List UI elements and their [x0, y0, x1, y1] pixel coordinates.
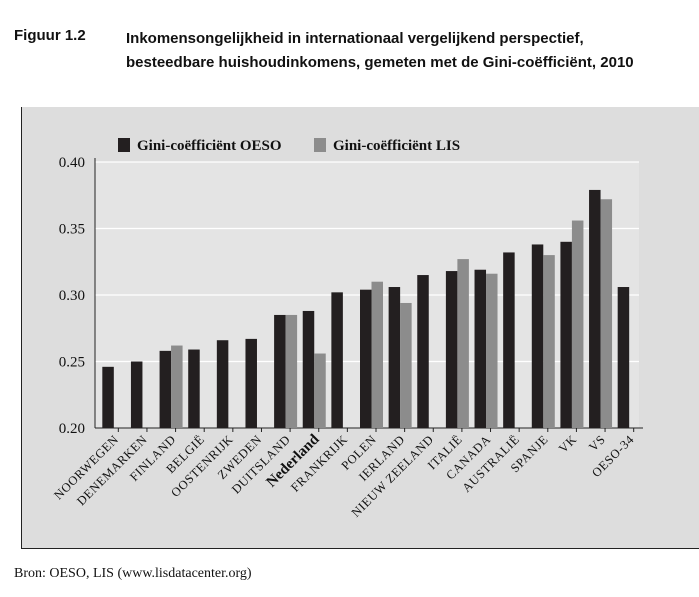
legend-swatch-lis — [314, 138, 326, 152]
figure-title: Inkomensongelijkheid in internationaal v… — [126, 27, 686, 75]
bar-lis — [314, 353, 326, 428]
bar-oeso — [302, 310, 315, 428]
bar-oeso — [560, 241, 572, 428]
bar-oeso — [188, 349, 200, 428]
legend-label-lis: Gini-coëfficiënt LIS — [333, 138, 460, 154]
bar-lis — [371, 281, 383, 428]
bar-oeso — [216, 340, 229, 428]
bar-lis — [457, 259, 469, 428]
bar-oeso — [503, 252, 515, 428]
bar-oeso — [445, 271, 458, 428]
category-label: VS — [586, 432, 608, 454]
y-tick-label: 0.40 — [59, 155, 85, 171]
legend-swatch-oeso — [118, 138, 130, 152]
bar-chart: 0.400.350.300.250.20NoorwegenDenemarkenF… — [51, 138, 643, 520]
y-tick-label: 0.35 — [59, 222, 85, 238]
bar-lis — [171, 345, 183, 428]
bar-oeso — [102, 366, 114, 428]
bar-lis — [571, 220, 584, 428]
bar-oeso — [589, 189, 601, 428]
bar-oeso — [245, 338, 257, 428]
bar-oeso — [617, 287, 630, 428]
bar-oeso — [417, 275, 429, 428]
figure-title-line-1: Inkomensongelijkheid in internationaal v… — [126, 30, 584, 47]
bar-oeso — [159, 350, 172, 428]
bar-oeso — [388, 287, 401, 428]
bar-lis — [486, 273, 498, 428]
y-tick-label: 0.25 — [59, 355, 85, 371]
category-label: VK — [556, 432, 580, 456]
bar-oeso — [331, 292, 343, 428]
bar-lis — [400, 302, 412, 428]
bar-oeso — [531, 244, 544, 428]
bar-lis — [600, 199, 613, 428]
bar-oeso — [360, 289, 372, 428]
source-note: Bron: OESO, LIS (www.lisdatacenter.org) — [14, 566, 252, 581]
chart-frame: 0.40 0.35 0.30 0.25 0.20 Noorwegen Denemarken F… — [21, 107, 699, 549]
bar-lis — [285, 314, 298, 428]
bar-oeso — [474, 269, 487, 428]
bar-oeso — [130, 361, 143, 428]
bar-oeso — [274, 314, 286, 428]
figure-title-line-2: besteedbare huishoudinkomens, gemeten me… — [126, 54, 634, 71]
figure-label: Figuur 1.2 — [14, 27, 86, 44]
legend-label-oeso: Gini-coëfficiënt OESO — [137, 138, 282, 154]
bar-lis — [543, 255, 555, 428]
y-tick-label: 0.30 — [59, 288, 85, 304]
y-tick-label: 0.20 — [59, 421, 85, 437]
